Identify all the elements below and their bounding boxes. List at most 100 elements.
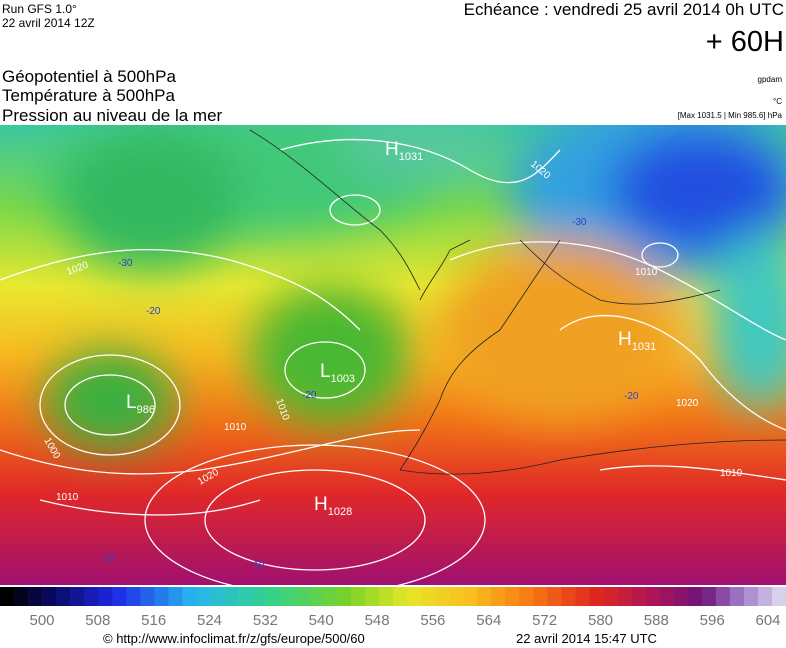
color-swatch: [112, 587, 127, 606]
color-swatch: [687, 587, 703, 606]
scale-label: 532: [253, 612, 278, 629]
isobar-label: 1010: [720, 468, 743, 479]
color-swatch: [378, 587, 394, 606]
color-swatch: [393, 587, 408, 606]
color-swatch: [28, 587, 43, 606]
scale-label: 540: [309, 612, 334, 629]
color-swatch: [196, 587, 211, 606]
color-swatch: [308, 587, 324, 606]
color-swatch: [70, 587, 85, 606]
coastlines: [249, 129, 786, 475]
scale-label: 604: [755, 612, 780, 629]
scale-label: 508: [85, 612, 110, 629]
color-swatch: [140, 587, 155, 606]
pressure-center: H1028: [314, 494, 352, 518]
color-swatch: [364, 587, 380, 606]
pressure-center: L986: [126, 392, 155, 416]
color-swatch: [617, 587, 632, 606]
color-swatch: [336, 587, 352, 606]
scale-label: 556: [420, 612, 445, 629]
color-swatch: [715, 587, 731, 606]
color-swatch: [98, 587, 113, 606]
color-swatch: [154, 587, 169, 606]
scale-label: 596: [700, 612, 725, 629]
color-swatch: [645, 587, 660, 606]
color-scale: [0, 587, 786, 606]
color-swatch: [350, 587, 366, 606]
scale-label: 516: [141, 612, 166, 629]
color-swatch: [771, 587, 786, 606]
pressure-center: L1003: [320, 361, 355, 385]
temperature-label: -10: [250, 560, 265, 571]
color-swatch: [519, 587, 534, 606]
color-swatch: [589, 587, 604, 606]
color-swatch: [252, 587, 267, 606]
field: Pression au niveau de la mer: [2, 106, 223, 125]
color-swatch: [435, 587, 450, 606]
run: Run GFS 1.0°: [2, 2, 77, 16]
temperature-label: -20: [146, 306, 161, 317]
isobar-label: 1010: [56, 492, 79, 503]
color-swatch: [505, 587, 520, 606]
isobar-label: 1020: [676, 398, 699, 409]
scale-label: 564: [476, 612, 501, 629]
color-swatch: [491, 587, 506, 606]
color-swatch: [561, 587, 576, 606]
color-swatch: [477, 587, 492, 606]
color-swatch: [126, 587, 141, 606]
temperature-label: -20: [624, 391, 639, 402]
color-swatch: [56, 587, 71, 606]
color-swatch: [603, 587, 618, 606]
color-swatch: [729, 587, 745, 606]
temperature-label: -30: [118, 258, 133, 269]
isobars: [0, 138, 786, 585]
unit: gpdam: [758, 75, 783, 84]
source: © http://www.infoclimat.fr/z/gfs/europe/…: [103, 631, 365, 646]
color-swatch: [673, 587, 689, 606]
color-scale-labels: 500 508 516 524 532 540 548 556 564 572 580 588 596 6…: [29, 612, 780, 629]
isobar-label: 1010: [224, 422, 247, 433]
color-swatch: [280, 587, 296, 606]
color-swatch: [42, 587, 57, 606]
color-swatch: [407, 587, 422, 606]
color-swatch: [533, 587, 548, 606]
color-swatch: [14, 587, 29, 606]
run-date: 22 avril 2014 12Z: [2, 16, 95, 30]
lead-time: + 60H: [706, 26, 784, 58]
color-swatch: [659, 587, 675, 606]
color-swatch: [463, 587, 478, 606]
field: Température à 500hPa: [2, 86, 175, 105]
unit: [Max 1031.5 | Min 985.6] hPa: [678, 111, 783, 120]
color-swatch: [701, 587, 717, 606]
field: Géopotentiel à 500hPa: [2, 67, 176, 86]
scale-label: 580: [588, 612, 613, 629]
temperature-label: -20: [302, 390, 317, 401]
color-swatch: [421, 587, 436, 606]
scale-label: 524: [197, 612, 222, 629]
color-swatch: [238, 587, 253, 606]
isobar-label: 1010: [635, 267, 658, 278]
color-swatch: [547, 587, 562, 606]
unit: °C: [773, 97, 782, 106]
color-swatch: [266, 587, 282, 606]
pressure-center: H1031: [618, 329, 656, 353]
color-swatch: [575, 587, 590, 606]
scale-label: 548: [365, 612, 390, 629]
scale-label: 500: [29, 612, 54, 629]
color-swatch: [84, 587, 99, 606]
scale-label: 572: [532, 612, 557, 629]
color-swatch: [224, 587, 239, 606]
color-swatch: [0, 587, 15, 606]
forecast: Echéance : vendredi 25 avril 2014 0h UTC: [464, 0, 784, 19]
color-swatch: [757, 587, 773, 606]
color-swatch: [631, 587, 646, 606]
color-swatch: [743, 587, 759, 606]
color-swatch: [322, 587, 338, 606]
color-swatch: [210, 587, 225, 606]
temperature-label: -10: [100, 553, 115, 564]
map: H1031 L1003 L986 H1028 H1031 1020 1020 1…: [0, 125, 786, 585]
color-swatch: [294, 587, 310, 606]
timestamp: 22 avril 2014 15:47 UTC: [516, 631, 657, 646]
color-swatch: [449, 587, 464, 606]
